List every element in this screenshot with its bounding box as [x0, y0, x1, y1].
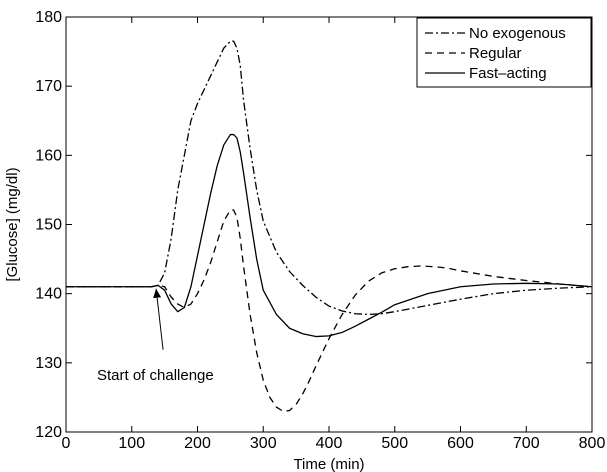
x-tick-label: 500 — [381, 435, 408, 452]
x-tick-label: 0 — [62, 435, 71, 452]
y-axis-label: [Glucose] (mg/dl) — [4, 167, 21, 281]
y-tick-label: 180 — [35, 9, 62, 26]
y-tick-label: 150 — [35, 217, 62, 234]
y-tick-label: 170 — [35, 78, 62, 95]
series-line-3 — [66, 133, 593, 338]
series-line-1 — [66, 40, 593, 316]
x-axis-label: Time (min) — [293, 456, 364, 472]
y-tick-label: 120 — [35, 424, 62, 441]
x-tick-label: 100 — [118, 435, 145, 452]
legend-label-2: Regular — [469, 45, 522, 62]
y-tick-label: 140 — [35, 286, 62, 303]
x-tick-label: 600 — [447, 435, 474, 452]
annotation-arrow — [153, 288, 164, 350]
annotation-layer: Start of challenge — [97, 288, 214, 384]
y-tick-label: 130 — [35, 355, 62, 372]
x-tick-label: 800 — [579, 435, 606, 452]
legend-label-1: No exogenous — [469, 25, 566, 42]
annotation-text: Start of challenge — [97, 367, 214, 384]
ticks-layer: 0 100 200 300 400 500 600 700 800 120 130 140 150 160… — [35, 9, 605, 452]
y-tick-label: 160 — [35, 147, 62, 164]
x-tick-label: 400 — [316, 435, 343, 452]
legend-box — [416, 17, 592, 88]
x-tick-label: 300 — [250, 435, 277, 452]
legend-label-3: Fast–acting — [469, 65, 547, 82]
x-tick-label: 200 — [184, 435, 211, 452]
series-line-2 — [66, 209, 593, 412]
x-tick-label: 700 — [513, 435, 540, 452]
legend: No exogenous Regular Fast–acting — [416, 17, 592, 88]
series-layer — [66, 40, 593, 412]
